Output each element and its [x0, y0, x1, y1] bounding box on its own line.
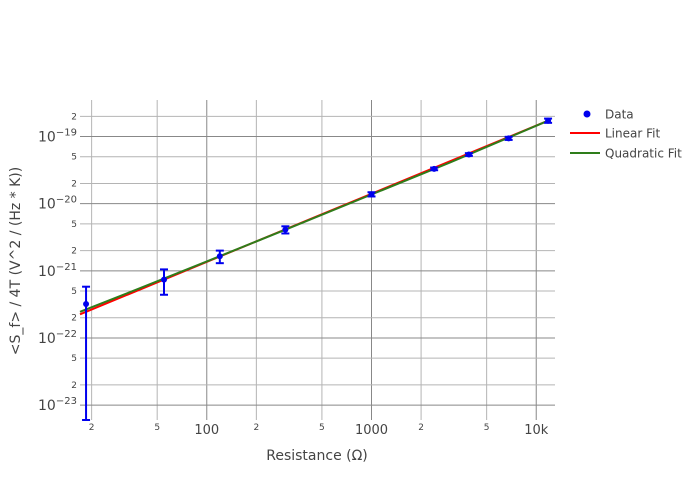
data-point[interactable]: [545, 117, 552, 124]
y-tick-label: 10−19: [38, 128, 77, 146]
y-minor-tick-label: 2: [71, 314, 77, 324]
fit-lines: [79, 119, 549, 316]
y-axis-title: <S_f> / 4T (V^2 / (Hz * K)): [8, 167, 24, 355]
y-minor-tick-label: 5: [71, 287, 77, 297]
y-axis-ticks: 10−23 10−22 10−21 10−20 10−19 2 5 2 5 2 5 2 5 2: [38, 112, 77, 414]
y-minor-tick-label: 2: [71, 112, 77, 122]
y-minor-tick-label: 5: [71, 220, 77, 230]
y-minor-tick-label: 5: [71, 153, 77, 163]
x-axis-ticks: 100 1000 10k 2 5 2 5 2 5: [89, 423, 549, 438]
grid: [80, 100, 555, 420]
y-tick-label: 10−20: [38, 195, 77, 213]
x-minor-tick-label: 2: [418, 423, 424, 433]
y-tick-label: 10−23: [38, 396, 77, 414]
y-minor-tick-label: 2: [71, 179, 77, 189]
legend-data-marker: [583, 110, 591, 118]
data-points: [82, 117, 553, 421]
legend-label-quadratic-fit: Quadratic Fit: [605, 147, 682, 161]
x-minor-tick-label: 5: [319, 423, 325, 433]
legend-label-data: Data: [605, 108, 634, 122]
data-point[interactable]: [216, 253, 223, 260]
x-tick-label: 10k: [524, 423, 549, 438]
x-minor-tick-label: 2: [89, 423, 95, 433]
y-minor-tick-label: 2: [71, 381, 77, 391]
legend-label-linear-fit: Linear Fit: [605, 127, 660, 141]
data-point[interactable]: [368, 191, 375, 198]
x-minor-tick-label: 2: [253, 423, 259, 433]
data-point[interactable]: [83, 301, 90, 308]
y-minor-tick-label: 2: [71, 247, 77, 257]
x-tick-label: 100: [194, 423, 219, 438]
data-point[interactable]: [505, 135, 512, 142]
x-tick-label: 1000: [355, 423, 388, 438]
y-tick-label: 10−22: [38, 329, 77, 347]
data-point[interactable]: [431, 165, 438, 172]
y-tick-label: 10−21: [38, 262, 77, 280]
data-point[interactable]: [160, 276, 167, 283]
legend[interactable]: Data Linear Fit Quadratic Fit: [570, 108, 682, 161]
data-point[interactable]: [465, 151, 472, 158]
x-axis-title: Resistance (Ω): [266, 448, 368, 464]
y-minor-tick-label: 5: [71, 354, 77, 364]
x-minor-tick-label: 5: [484, 423, 490, 433]
x-minor-tick-label: 5: [154, 423, 160, 433]
data-point[interactable]: [282, 226, 289, 233]
